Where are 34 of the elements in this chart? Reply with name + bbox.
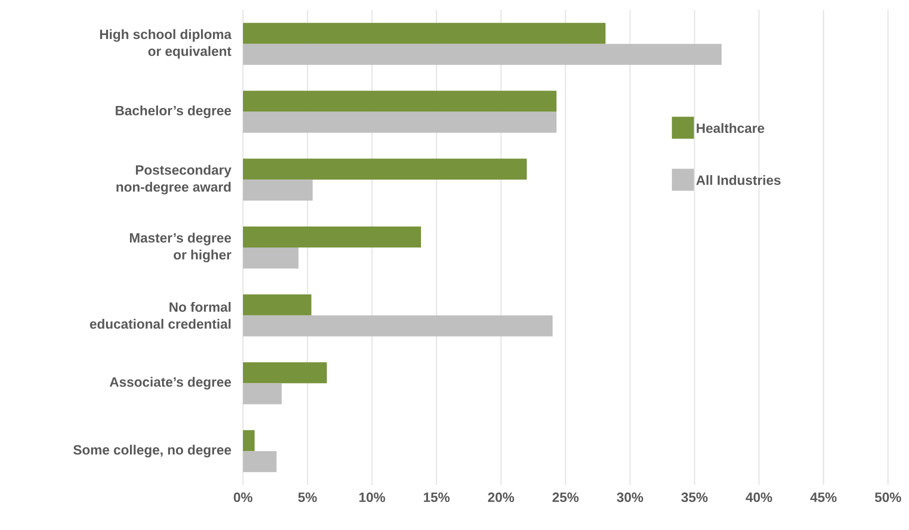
bar [243, 451, 277, 472]
bar [243, 362, 327, 384]
bar [243, 180, 313, 201]
bar [243, 383, 282, 404]
x-tick-label: 30% [616, 492, 644, 502]
bar [243, 158, 527, 180]
y-tick-label: High school diploma or equivalent [100, 29, 232, 59]
x-tick-label: 35% [681, 492, 708, 502]
legend-label: All Industries [696, 175, 781, 185]
legend-label: Healthcare [696, 123, 764, 133]
x-tick-label: 0% [234, 492, 252, 502]
bar [243, 430, 255, 452]
x-tick-label: 25% [552, 492, 579, 502]
y-tick-label: No formal educational credential [90, 302, 231, 329]
y-tick-label: Associate’s degree [110, 376, 231, 390]
x-tick-label: 10% [359, 492, 386, 502]
bar [243, 226, 422, 248]
x-tick-label: 15% [424, 492, 450, 502]
y-tick-label: Some college, no degree [73, 444, 232, 458]
y-tick-label: Master’s degree or higher [130, 232, 232, 262]
x-tick-label: 20% [488, 492, 514, 502]
y-tick-label: Bachelor’s degree [116, 105, 231, 118]
x-tick-label: 50% [874, 492, 902, 502]
x-tick-label: 5% [298, 492, 317, 502]
y-tick-label: Postsecondary non-degree award [116, 164, 232, 194]
x-tick-label: 45% [810, 492, 837, 502]
bar [243, 248, 298, 269]
bar [243, 294, 312, 316]
bar [243, 44, 722, 65]
bar [243, 90, 556, 112]
bar [243, 112, 556, 133]
bar [243, 22, 606, 44]
x-tick-label: 40% [746, 492, 772, 502]
bar [243, 315, 553, 336]
